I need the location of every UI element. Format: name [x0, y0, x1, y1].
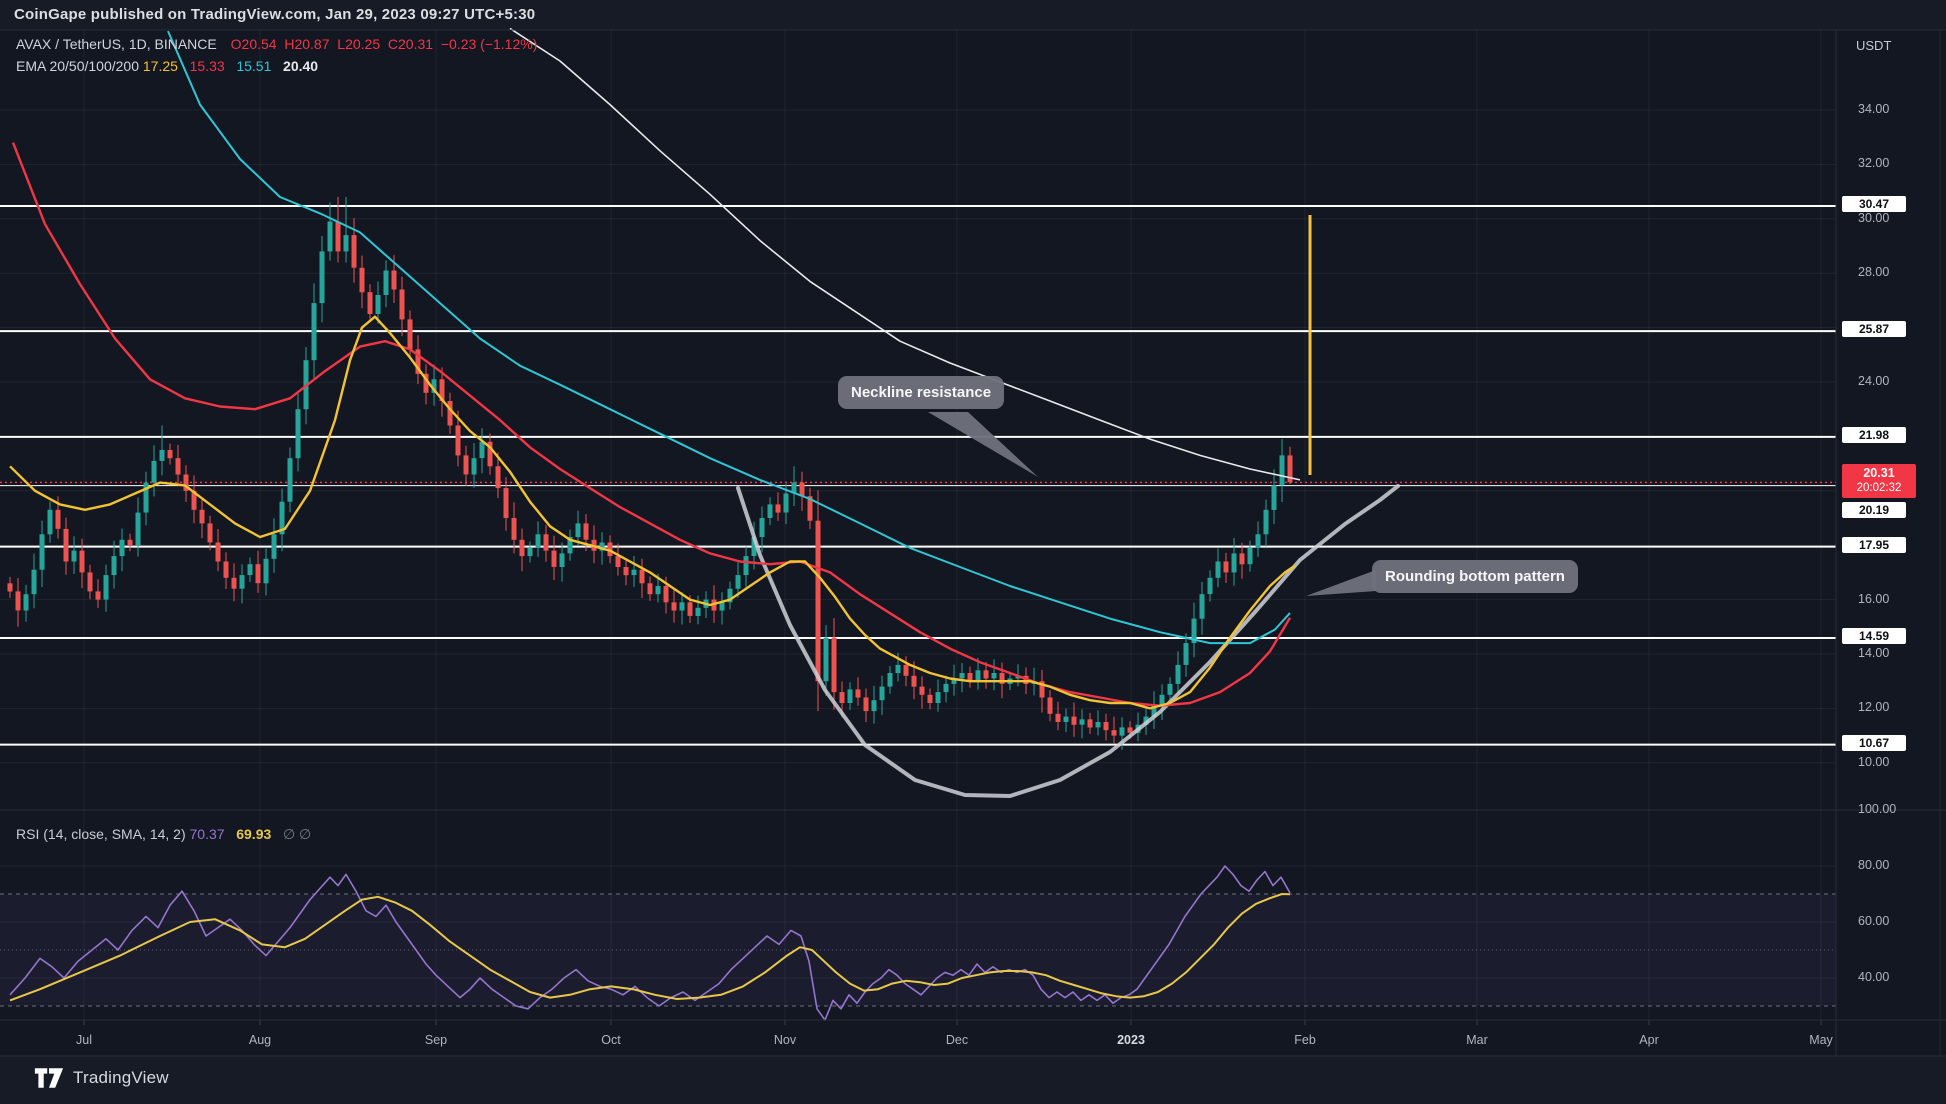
- axis-tick-30.00: 30.00: [1858, 210, 1890, 225]
- rsi-flags: ∅ ∅: [282, 826, 312, 842]
- symbol-title[interactable]: AVAX / TetherUS, 1D, BINANCE: [16, 36, 217, 52]
- ema50-line[interactable]: [11, 142, 1292, 707]
- level-badge-10.67: 10.67: [1842, 734, 1906, 751]
- ema100-value: 15.51: [236, 58, 272, 74]
- ema100-line[interactable]: [167, 30, 1291, 645]
- axis-tick-40.00: 40.00: [1858, 970, 1890, 984]
- ohlc-high: H20.87: [284, 36, 330, 52]
- time-axis-label-Jul: Jul: [76, 1033, 92, 1047]
- time-axis-label-Mar: Mar: [1466, 1033, 1488, 1047]
- axis-tick-28.00: 28.00: [1858, 265, 1890, 280]
- time-axis-label-Aug: Aug: [248, 1033, 272, 1047]
- axis-tick-10.00: 10.00: [1858, 754, 1890, 769]
- rsi-legend: RSI (14, close, SMA, 14, 2) 70.37 69.93 …: [16, 826, 311, 843]
- axis-tick-32.00: 32.00: [1858, 156, 1890, 171]
- time-axis-label-May: May: [1809, 1033, 1833, 1047]
- tradingview-logo-text: TradingView: [73, 1068, 169, 1087]
- time-axis-label-Nov: Nov: [773, 1033, 797, 1047]
- rounding-bottom-arc[interactable]: [736, 484, 1400, 798]
- rsi-ma-value: 69.93: [236, 826, 272, 842]
- ema50-value: 15.33: [189, 58, 225, 74]
- axis-tick-34.00: 34.00: [1858, 102, 1890, 116]
- axis-tick-100.00: 100.00: [1858, 802, 1897, 816]
- ema200-line[interactable]: [509, 27, 1301, 481]
- candlestick-series[interactable]: [7, 197, 1293, 750]
- ohlc-close: C20.31: [387, 36, 434, 52]
- bar-countdown: 20:02:32: [1856, 482, 1902, 494]
- level-badge-25.87: 25.87: [1842, 321, 1906, 338]
- rsi-line[interactable]: [9, 865, 1291, 1021]
- rsi-ma-line[interactable]: [9, 893, 1291, 1002]
- time-axis-label-Oct: Oct: [601, 1033, 621, 1047]
- axis-tick-12.00: 12.00: [1858, 700, 1890, 715]
- chart-pane-background: [0, 30, 1946, 1056]
- level-badge-21.98: 21.98: [1842, 426, 1906, 443]
- axis-tick-14.00: 14.00: [1858, 646, 1890, 660]
- callout-rounding-bottom[interactable]: Rounding bottom pattern: [1372, 560, 1578, 593]
- current-price-badge: 20.31 20:02:32: [1842, 464, 1916, 498]
- symbol-legend: AVAX / TetherUS, 1D, BINANCE O20.54 H20.…: [16, 36, 537, 52]
- rsi-title[interactable]: RSI (14, close, SMA, 14, 2): [16, 826, 186, 842]
- axis-tick-60.00: 60.00: [1858, 914, 1890, 928]
- callout-rounding-text: Rounding bottom pattern: [1385, 568, 1565, 585]
- level-badge-17.95: 17.95: [1842, 536, 1906, 553]
- callout-tail-0: [928, 412, 1038, 477]
- tradingview-logo-icon: [34, 1068, 64, 1088]
- callout-tail-1: [1306, 570, 1376, 596]
- ohlc-open: O20.54: [230, 36, 277, 52]
- ema-title[interactable]: EMA 20/50/100/200: [16, 58, 139, 74]
- tradingview-branding[interactable]: TradingView: [34, 1066, 169, 1090]
- level-badge-14.59: 14.59: [1842, 627, 1906, 644]
- level-badge-20.19: 20.19: [1842, 502, 1906, 518]
- level-badge-30.47: 30.47: [1842, 196, 1906, 213]
- axis-tick-80.00: 80.00: [1858, 858, 1890, 872]
- time-axis-label-Feb: Feb: [1294, 1033, 1316, 1047]
- axis-tick-24.00: 24.00: [1858, 374, 1890, 388]
- ema20-value: 17.25: [142, 58, 178, 74]
- ema20-line[interactable]: [9, 315, 1296, 710]
- time-axis-label-Dec: Dec: [945, 1033, 969, 1047]
- time-axis-label-Apr: Apr: [1639, 1033, 1659, 1047]
- callout-neckline-text: Neckline resistance: [851, 384, 992, 401]
- change-value: −0.23 (−1.12%): [440, 36, 538, 52]
- time-axis-label-2023: 2023: [1117, 1033, 1145, 1047]
- price-axis-currency: USDT: [1856, 38, 1892, 53]
- ohlc-low: L20.25: [337, 36, 381, 52]
- ema-legend: EMA 20/50/100/200 17.25 15.33 15.51 20.4…: [16, 58, 318, 74]
- current-price-value: 20.31: [1863, 466, 1895, 480]
- rsi-value: 70.37: [189, 826, 225, 842]
- callout-neckline-resistance[interactable]: Neckline resistance: [838, 376, 1005, 409]
- publisher-watermark: CoinGape published on TradingView.com, J…: [14, 6, 536, 23]
- footer-strip: [0, 1056, 1946, 1104]
- ema200-value: 20.40: [283, 58, 319, 74]
- axis-tick-16.00: 16.00: [1858, 591, 1890, 606]
- time-axis-label-Sep: Sep: [424, 1033, 448, 1047]
